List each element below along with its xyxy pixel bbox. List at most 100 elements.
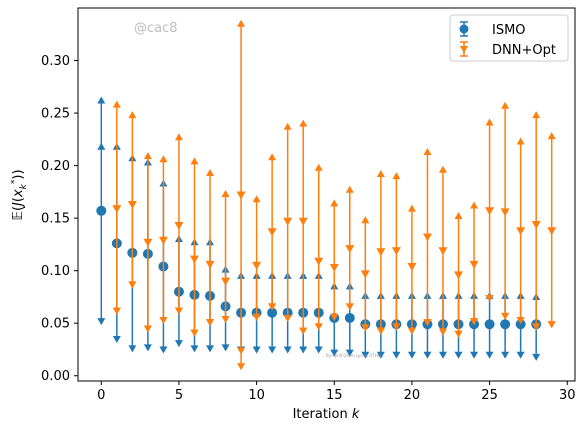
y-tick-label: 0.15 [41,212,70,227]
footnote: By Kyrill Olsen Lyu @ DTHU ... [326,353,386,358]
legend-marker [460,46,468,53]
error-cap-lower [314,323,323,331]
data-point [96,205,107,216]
x-tick-label: 5 [175,388,183,403]
data-point [516,227,526,236]
data-point [345,245,355,254]
data-point [252,261,262,270]
error-cap-upper [376,170,385,178]
data-point [329,264,339,273]
x-tick-label: 10 [248,388,265,403]
error-cap-lower [221,344,230,352]
error-cap-lower [112,335,121,343]
data-point [143,238,153,247]
data-point [360,270,370,279]
error-cap-upper [470,201,479,209]
legend: ISMO DNN+Opt [449,14,569,62]
y-tick-label: 0.10 [41,264,70,279]
error-cap-lower [97,318,106,326]
error-cap-lower [485,294,494,302]
data-point [127,200,137,209]
error-cap-lower [174,340,183,348]
error-cap-lower [392,323,401,331]
y-tick-label: 0.25 [41,107,70,122]
legend-label: ISMO [492,23,526,38]
watermark: @cac8 [134,21,178,36]
data-point [407,262,417,271]
error-cap-lower [532,323,541,331]
error-cap-lower [128,345,137,353]
error-cap-lower [190,345,199,353]
error-cap-lower [361,351,370,359]
error-cap-upper [97,96,106,104]
x-tick-label: 30 [559,388,576,403]
error-cap-lower [206,345,215,353]
data-point [112,205,122,214]
data-point [484,319,495,330]
data-point [422,233,432,242]
data-point [469,260,479,269]
error-cap-upper [159,155,168,163]
error-cap-lower [501,351,510,359]
data-point [391,247,401,256]
data-point [485,207,495,216]
error-cap-lower [252,313,261,321]
error-cap-upper [299,119,308,127]
error-cap-lower [376,327,385,335]
error-cap-upper [268,153,277,161]
data-point [500,319,511,330]
error-cap-lower [392,351,401,359]
error-cap-lower [330,349,339,357]
error-cap-lower [206,319,215,327]
data-point [189,255,199,264]
data-point [547,227,557,236]
error-cap-lower [407,327,416,335]
error-cap-lower [237,363,246,371]
error-cap-lower [314,346,323,354]
x-tick-label: 15 [326,388,343,403]
x-tick-label: 0 [97,388,105,403]
error-cap-lower [438,328,447,336]
legend-marker [459,24,469,34]
error-cap-lower [128,281,137,289]
data-point [344,312,355,323]
y-tick-label: 0.00 [41,369,70,384]
error-cap-lower [221,316,230,324]
error-cap-upper [128,111,137,119]
legend-label: DNN+Opt [492,43,556,58]
data-point [438,247,448,256]
error-cap-lower [252,346,261,354]
error-cap-upper [438,165,447,173]
error-cap-lower [547,321,556,329]
error-cap-lower [159,317,168,325]
error-cap-lower [345,349,354,357]
error-cap-upper [206,168,215,176]
data-point [454,271,464,280]
error-cap-lower [268,346,277,354]
y-tick-label: 0.05 [41,317,70,332]
error-cap-lower [454,330,463,338]
error-cap-upper [112,100,121,108]
error-cap-upper [190,157,199,165]
error-cap-lower [407,351,416,359]
error-cap-upper [407,204,416,212]
error-cap-upper [283,122,292,130]
plot-frame [77,7,576,382]
error-cap-lower [143,344,152,352]
error-cap-lower [268,303,277,311]
data-point [314,257,324,266]
data-point [531,220,541,229]
data-point [283,217,293,226]
error-cap-upper [501,101,510,109]
error-cap-upper [330,199,339,207]
data-point [515,319,526,330]
error-cap-lower [143,325,152,333]
error-cap-upper [516,137,525,145]
error-cap-lower [159,346,168,354]
error-cap-upper [345,185,354,193]
error-cap-lower [299,346,308,354]
error-cap-upper [532,111,541,119]
error-cap-lower [485,351,494,359]
data-point [236,191,246,200]
data-point [205,260,215,269]
